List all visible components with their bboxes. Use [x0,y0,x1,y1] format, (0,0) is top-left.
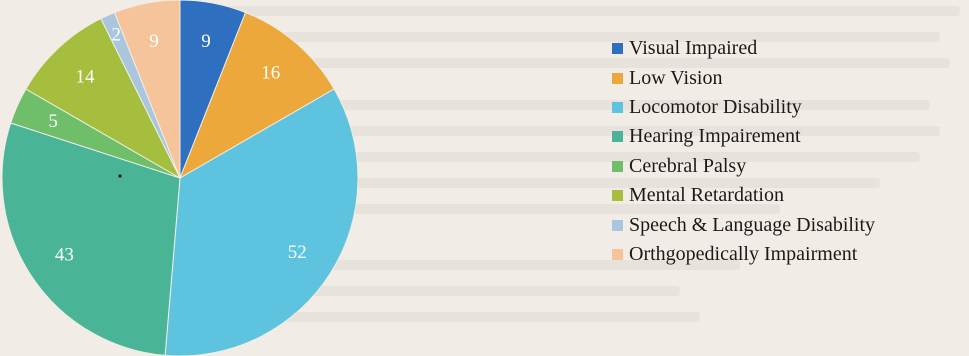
pie-slice-2 [179,11,335,180]
pie-slice-8 [113,0,181,179]
legend-item-5: Cerebral Palsy [612,152,962,181]
legend-label-6: Mental Retardation [629,184,784,207]
pie-slice-label-8: 9 [149,31,159,52]
legend-label-4: Hearing Impairement [629,125,801,148]
pie-slice-label-5: 5 [48,111,58,132]
legend-item-7: Speech & Language Disability [612,210,962,239]
legend-label-1: Visual Impaired [629,37,758,60]
pie-slices [1,0,359,356]
pie-slice-label-6: 14 [75,66,95,87]
pie-slice-4 [1,122,181,356]
legend-swatch-3 [612,101,623,113]
legend-swatch-5 [612,160,623,172]
pie-slice-3 [164,88,359,356]
legend-label-5: Cerebral Palsy [629,154,747,177]
legend-label-3: Locomotor Disability [629,95,802,118]
pie-slice-label-3: 52 [288,242,307,263]
legend-swatch-7 [612,219,623,231]
pie-labels: 9 16 52 43 5 14 2 9 [48,24,306,265]
legend-item-6: Mental Retardation [612,181,962,210]
legend-label-7: Speech & Language Disability [629,213,876,236]
legend-item-8: Orthgopedically Impairment [612,240,962,269]
legend-label-2: Low Vision [629,66,723,89]
pie-slice-label-4: 43 [55,244,74,265]
legend-item-4: Hearing Impairement [612,122,962,151]
legend-swatch-8 [612,248,623,260]
legend-item-2: Low Vision [612,63,962,92]
legend-item-3: Locomotor Disability [612,93,962,122]
legend-swatch-1 [612,43,623,55]
pie-slice-6 [25,17,182,180]
center-dot [118,174,122,178]
legend-swatch-4 [612,131,623,143]
pie-slice-label-7: 2 [112,24,122,45]
pie-slice-label-1: 9 [201,31,211,52]
legend-swatch-6 [612,190,623,202]
legend-swatch-2 [612,72,623,84]
chart-legend: Visual Impaired Low Vision Locomotor Disab… [612,34,962,269]
pie-chart: 9 16 52 43 5 14 2 9 [1,0,359,356]
legend-label-8: Orthgopedically Impairment [629,242,858,265]
pie-slice-label-2: 16 [261,62,280,83]
legend-item-1: Visual Impaired [612,34,962,63]
